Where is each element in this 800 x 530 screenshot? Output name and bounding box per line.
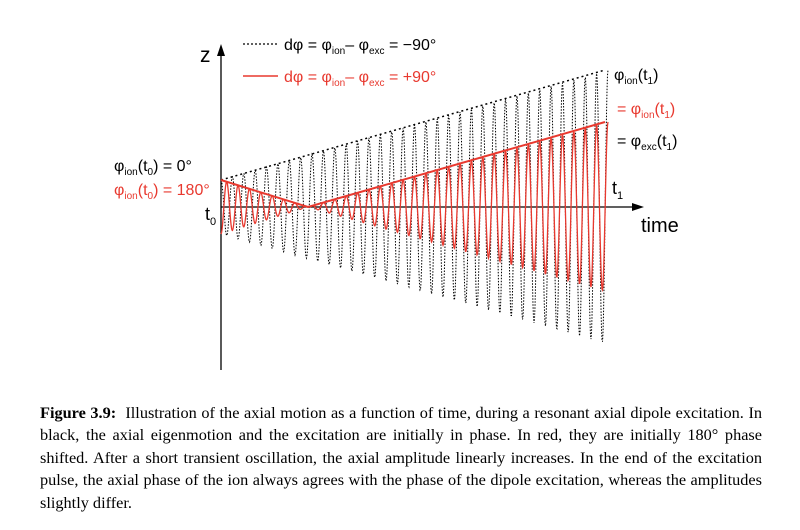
phi-ion-t0-black-label: φion(t0) = 0° xyxy=(114,158,192,178)
black-envelope-dotted xyxy=(220,69,606,181)
figure-caption: Figure 3.9: Illustration of the axial mo… xyxy=(40,402,762,514)
x-axis-arrow xyxy=(632,203,644,211)
caption-text: Illustration of the axial motion as a fu… xyxy=(40,403,763,512)
black-wave-path xyxy=(220,69,609,342)
eq-phi-exc-t1-label: = φexc(t1) xyxy=(617,133,677,153)
eq-phi-ion-t1-red-label: = φion(t1) xyxy=(617,101,675,121)
red-envelope xyxy=(220,121,606,209)
legend-black-text: dφ = φion– φexc = −90° xyxy=(284,37,436,57)
t1-label: t1 xyxy=(612,178,623,202)
t0-label: t0 xyxy=(205,204,216,228)
red-wave-path xyxy=(220,121,609,293)
caption-label: Figure 3.9: xyxy=(40,403,117,422)
black-oscillation-dotted xyxy=(220,69,609,342)
red-oscillation xyxy=(220,121,609,293)
phi-ion-t1-label: φion(t1) xyxy=(614,67,658,87)
z-axis-label: z xyxy=(200,44,211,67)
phi-ion-t0-red-label: φion(t0) = 180° xyxy=(114,182,210,202)
figure-plot: z time t0 t1 dφ = φion– φexc = −90° dφ =… xyxy=(114,37,679,370)
y-axis-arrow xyxy=(217,44,225,56)
legend-red-text: dφ = φion– φexc = +90° xyxy=(284,69,436,89)
time-axis-label: time xyxy=(641,215,679,237)
